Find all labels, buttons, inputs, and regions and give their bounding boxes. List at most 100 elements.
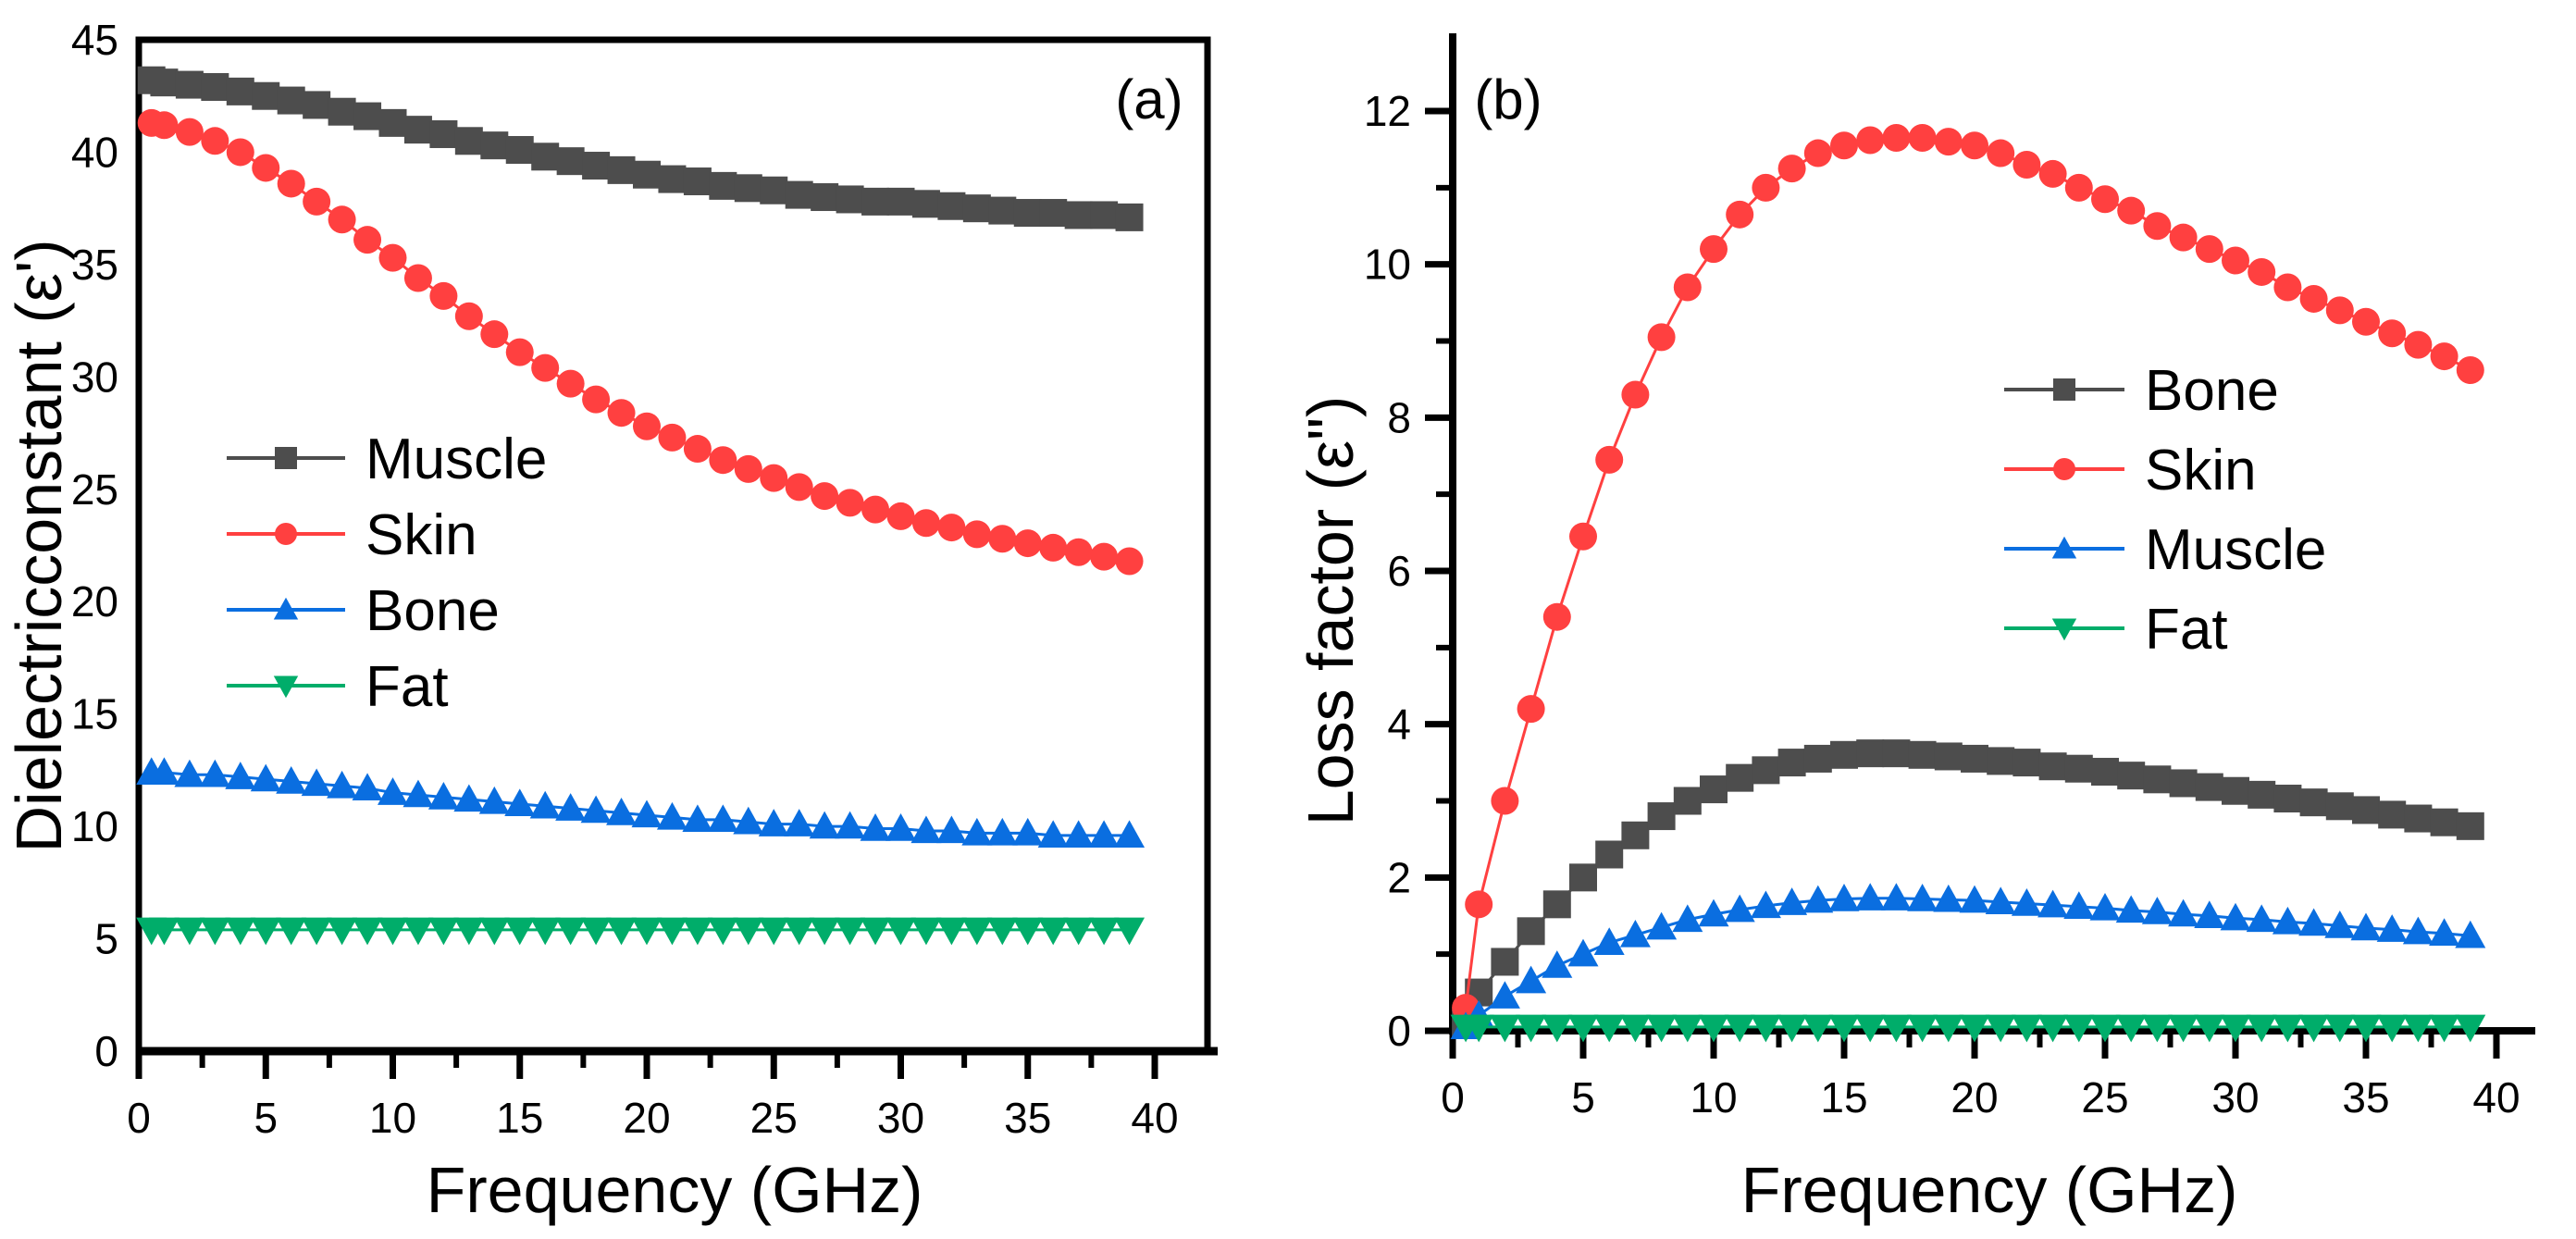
panel-a-skin-point bbox=[1064, 538, 1093, 566]
legend-marker-triangle-down-icon bbox=[2051, 618, 2077, 641]
panel-b-muscle-point bbox=[2376, 914, 2408, 942]
panel-a-fat-point bbox=[148, 917, 180, 946]
panel-a-fat-point bbox=[809, 917, 840, 946]
panel-b-bone-point bbox=[2378, 800, 2407, 829]
panel-b-muscle-point bbox=[1854, 883, 1886, 911]
panel-b-bone-point bbox=[1908, 740, 1937, 769]
panel-a-skin-point bbox=[252, 154, 280, 182]
panel-b-bone-point bbox=[1491, 948, 1519, 976]
panel-b-skin-point bbox=[2456, 355, 2484, 384]
legend-label: Muscle bbox=[2145, 518, 2326, 582]
panel-b-muscle-point bbox=[2063, 891, 2095, 920]
panel-a-muscle-point bbox=[1090, 201, 1119, 229]
panel-a-fat-point bbox=[1012, 917, 1044, 946]
panel-a-y-tick-label: 5 bbox=[94, 915, 118, 963]
panel-b-muscle-point bbox=[1672, 904, 1703, 933]
panel-a-bone-point bbox=[1114, 820, 1146, 849]
panel-a-bone-point bbox=[656, 801, 687, 830]
panel-a-bone-point bbox=[378, 777, 408, 805]
panel-a-skin-point bbox=[1039, 533, 1068, 562]
panel-b-fat-point bbox=[2141, 1014, 2173, 1043]
panel-a-muscle-point bbox=[1013, 199, 1042, 228]
panel-a-bone-point bbox=[174, 759, 205, 787]
panel-a-y-tick-label: 25 bbox=[71, 465, 118, 514]
panel-b-fat-point bbox=[1672, 1014, 1703, 1043]
panel-a-muscle-point bbox=[480, 131, 509, 160]
panel-b-legend-entry-muscle: Muscle bbox=[2004, 518, 2326, 582]
panel-a-muscle-point bbox=[556, 147, 585, 176]
panel-a-muscle-point bbox=[353, 102, 382, 130]
panel-a-x-tick-label: 30 bbox=[877, 1094, 924, 1142]
panel-a-series-bone bbox=[136, 757, 1146, 849]
legend-label: Fat bbox=[365, 655, 449, 719]
panel-b-bone-point bbox=[2352, 796, 2380, 824]
panel-a-bone-point bbox=[1037, 820, 1069, 849]
panel-a-fat-point bbox=[986, 917, 1018, 946]
panel-b-skin-point bbox=[1465, 890, 1493, 919]
panel-a-muscle-point bbox=[785, 180, 813, 209]
legend-marker-triangle-up-icon bbox=[2051, 536, 2077, 559]
panel-b-skin-point bbox=[1569, 522, 1597, 551]
panel-a-fat-point bbox=[1088, 917, 1120, 946]
panel-a-fat-point bbox=[961, 917, 993, 946]
panel-a-bone-point bbox=[1012, 817, 1044, 846]
panel-b-skin-point bbox=[1673, 273, 1702, 302]
panel-b-muscle-line bbox=[1465, 897, 2471, 1028]
panel-a-fat-point bbox=[784, 917, 815, 946]
panel-a-muscle-point bbox=[175, 70, 204, 99]
panel-b-fat-point bbox=[1854, 1014, 1886, 1043]
panel-a-fat-point bbox=[352, 917, 383, 946]
legend-marker-circle-icon bbox=[275, 523, 297, 545]
panel-b-muscle-point bbox=[2089, 892, 2121, 921]
panel-b-bone-point bbox=[1542, 890, 1571, 919]
panel-a-skin-point bbox=[175, 118, 204, 146]
panel-a-muscle-point bbox=[683, 167, 712, 196]
panel-a-skin-point bbox=[988, 525, 1017, 553]
panel-b-bone-point bbox=[1803, 744, 1832, 773]
panel-a-y-tick-label: 15 bbox=[71, 690, 118, 738]
panel-b-muscle-point bbox=[1646, 911, 1678, 940]
panel-a-muscle-point bbox=[531, 142, 560, 171]
panel-b-bone-point bbox=[2169, 769, 2198, 798]
panel-a-skin-point bbox=[226, 138, 254, 167]
panel-b-bone-point bbox=[2117, 762, 2146, 790]
legend-label: Fat bbox=[2145, 598, 2228, 662]
panel-b-fat-point bbox=[2376, 1014, 2408, 1043]
panel-b-fat-point bbox=[1880, 1014, 1912, 1043]
panel-a-fat-point bbox=[758, 917, 789, 946]
panel-a-fat-point bbox=[199, 917, 230, 946]
panel-b-bone-point bbox=[1647, 802, 1676, 831]
panel-a-legend-entry-fat: Fat bbox=[227, 655, 449, 719]
panel-a-fat-point bbox=[378, 917, 408, 946]
panel-b-bone-point bbox=[2012, 749, 2041, 777]
panel-a-skin-point bbox=[962, 520, 991, 549]
panel-a-muscle-point bbox=[201, 73, 229, 102]
panel-a-skin-point bbox=[328, 205, 356, 234]
panel-a-skin-point bbox=[658, 423, 687, 452]
panel-a-bone-point bbox=[1088, 820, 1120, 849]
panel-b-bone-point bbox=[1961, 744, 1988, 773]
panel-a-skin-point bbox=[811, 482, 839, 511]
panel-a-bone-point bbox=[327, 770, 358, 799]
panel-b-fat-point bbox=[1619, 1014, 1651, 1043]
legend-label: Bone bbox=[2145, 359, 2279, 423]
panel-b-bone-point bbox=[2404, 804, 2433, 833]
panel-b-skin-point bbox=[2169, 223, 2198, 252]
panel-b-skin-point bbox=[1856, 126, 1885, 155]
panel-b-bone-point bbox=[1700, 775, 1728, 804]
panel-a-series-fat bbox=[136, 917, 1146, 946]
panel-b-skin-point bbox=[1700, 235, 1728, 264]
panel-b-muscle-point bbox=[1698, 898, 1729, 927]
panel-b-muscle-point bbox=[1567, 938, 1599, 967]
panel-a-fat-point bbox=[504, 917, 536, 946]
panel-b-legend-entry-fat: Fat bbox=[2004, 598, 2228, 662]
panel-b-fat-point bbox=[1463, 1014, 1494, 1043]
panel-b-y-tick-label: 2 bbox=[1387, 853, 1411, 901]
panel-a-bone-point bbox=[250, 763, 281, 792]
panel-a-muscle-point bbox=[709, 171, 737, 200]
panel-b-muscle-point bbox=[2429, 918, 2460, 947]
panel-b-muscle-point bbox=[1489, 981, 1520, 1009]
panel-a-fat-point bbox=[886, 917, 916, 946]
panel-a-bone-point bbox=[453, 784, 485, 812]
panel-b-fat-point bbox=[1959, 1014, 1990, 1043]
